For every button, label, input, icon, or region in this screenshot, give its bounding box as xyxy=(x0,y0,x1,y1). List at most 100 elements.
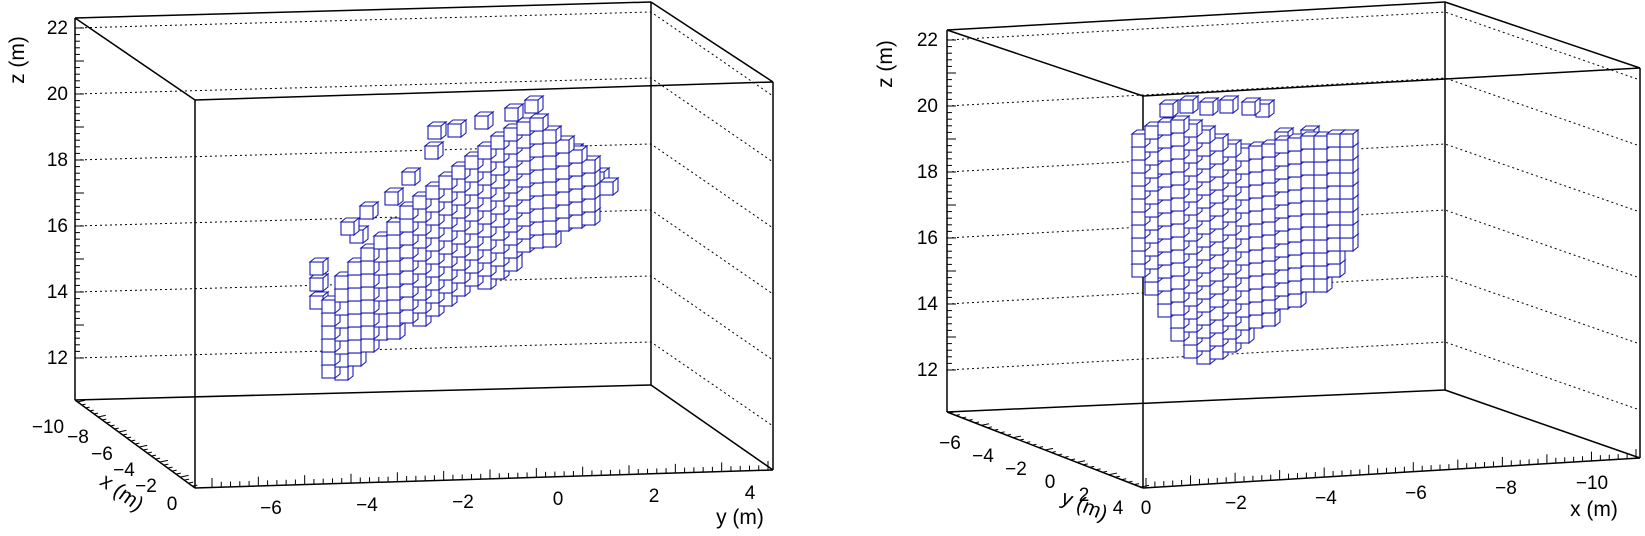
axis-tick xyxy=(118,429,127,433)
axis-tick xyxy=(1000,431,1005,434)
voxel xyxy=(1158,98,1180,119)
axis-tick xyxy=(159,459,168,463)
left-x-tick-label: −2 xyxy=(135,476,157,497)
voxel xyxy=(1198,96,1220,117)
axis-tick xyxy=(961,416,967,419)
axis-tick xyxy=(188,481,194,484)
axis-tick xyxy=(101,418,107,421)
left-x-tick-label: 0 xyxy=(167,494,178,515)
right-x-tick-label: −10 xyxy=(1576,473,1608,494)
axis-tick xyxy=(1134,483,1140,486)
right-z-tick-label: 18 xyxy=(917,162,938,183)
left-y-tick-label: 2 xyxy=(649,486,660,507)
right-3d-plot: 22 20 18 16 14 12 z (m) 0 −2 −4 −6 −8 −1… xyxy=(874,1,1641,526)
left-axis-ticks xyxy=(75,27,769,487)
voxel xyxy=(308,256,330,277)
axis-tick xyxy=(974,421,980,424)
left-z-tick-label: 18 xyxy=(47,150,68,171)
axis-tick xyxy=(122,433,128,436)
left-y-tick-label: 4 xyxy=(745,483,756,504)
axis-tick xyxy=(1070,458,1076,461)
axis-tick xyxy=(184,478,190,481)
voxel xyxy=(503,102,525,123)
voxel xyxy=(1169,114,1191,135)
left-y-tick-label: −6 xyxy=(260,498,282,519)
axis-tick xyxy=(1051,451,1056,453)
axis-tick xyxy=(1128,480,1133,483)
right-z-axis-title: z (m) xyxy=(874,40,897,88)
axis-tick xyxy=(968,419,973,421)
voxel xyxy=(1338,128,1360,149)
axis-tick xyxy=(1121,478,1127,481)
right-axis-ticks xyxy=(947,39,1637,488)
left-y-tick-label: −4 xyxy=(356,495,378,516)
axis-tick xyxy=(948,410,958,414)
right-x-tick-label: −8 xyxy=(1495,478,1517,499)
voxel xyxy=(1178,94,1200,115)
right-y-tick-label: 2 xyxy=(1079,485,1090,506)
axis-tick xyxy=(76,399,86,403)
axis-tick xyxy=(168,466,173,469)
axis-tick xyxy=(93,412,99,415)
left-gridlines xyxy=(74,11,774,427)
axis-tick xyxy=(81,403,86,406)
right-y-tick-label: 4 xyxy=(1113,498,1124,519)
right-x-tick-label: −6 xyxy=(1405,483,1427,504)
axis-tick xyxy=(85,406,90,409)
voxel xyxy=(400,166,422,187)
left-z-tick-label: 22 xyxy=(47,18,68,39)
axis-tick xyxy=(993,428,999,431)
right-box-frame xyxy=(946,1,1641,489)
voxel xyxy=(339,216,361,237)
axis-tick xyxy=(955,414,960,416)
left-x-tick-label: −10 xyxy=(32,417,64,438)
axis-tick xyxy=(1064,456,1069,458)
axis-tick xyxy=(97,414,106,418)
right-voxel-cloud xyxy=(1130,94,1360,366)
axis-tick xyxy=(143,448,148,451)
voxel xyxy=(383,186,405,207)
axis-tick xyxy=(155,457,161,460)
axis-tick xyxy=(114,427,119,430)
axis-tick xyxy=(1140,484,1150,488)
right-z-tick-label: 14 xyxy=(917,294,939,315)
right-y-tick-label: 0 xyxy=(1045,472,1056,493)
voxel xyxy=(1195,124,1217,145)
axis-tick xyxy=(176,472,181,475)
right-x-axis-title: x (m) xyxy=(1570,498,1618,521)
axis-tick xyxy=(1032,443,1037,446)
axis-tick xyxy=(1096,468,1101,471)
axis-tick xyxy=(151,454,157,457)
right-z-tick-label: 12 xyxy=(917,360,938,381)
axis-tick xyxy=(1076,460,1086,463)
right-y-tick-labels: −6 −4 −2 0 2 4 xyxy=(939,433,1124,519)
voxel xyxy=(554,134,576,155)
right-z-tick-labels: 22 20 18 16 14 12 xyxy=(917,30,939,381)
axis-tick xyxy=(147,451,152,454)
left-z-tick-label: 12 xyxy=(47,348,68,369)
axis-tick xyxy=(180,474,189,478)
left-y-tick-label: 0 xyxy=(553,489,564,510)
voxel xyxy=(523,94,545,115)
axis-tick xyxy=(980,423,990,426)
axis-tick xyxy=(1012,435,1022,439)
voxel xyxy=(308,272,330,293)
axis-tick xyxy=(134,442,140,445)
voxel xyxy=(423,140,445,161)
right-y-tick-label: −6 xyxy=(939,433,961,454)
axis-tick xyxy=(130,439,136,442)
right-x-tick-label: −2 xyxy=(1225,493,1247,514)
axis-tick xyxy=(1044,447,1054,451)
left-y-tick-labels: −6 −4 −2 0 2 4 xyxy=(260,483,756,519)
axis-tick xyxy=(1006,433,1012,436)
left-z-tick-label: 16 xyxy=(47,216,68,237)
axis-tick xyxy=(1102,470,1108,473)
axis-tick xyxy=(987,426,992,429)
left-y-tick-label: −2 xyxy=(452,492,474,513)
left-z-tick-labels: 22 20 18 16 14 12 xyxy=(47,18,69,369)
voxel xyxy=(598,176,620,197)
left-box-frame xyxy=(74,1,774,489)
voxel xyxy=(358,200,380,221)
axis-tick xyxy=(1108,472,1118,476)
